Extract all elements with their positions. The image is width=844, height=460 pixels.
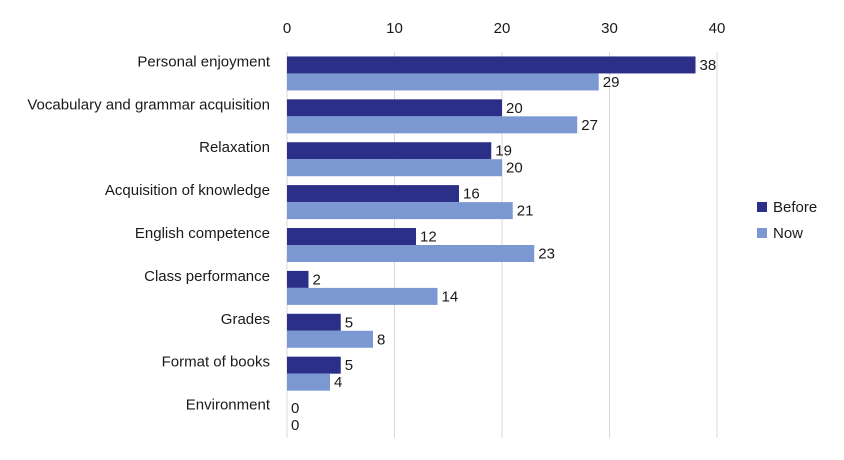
category-label: Class performance bbox=[144, 268, 270, 285]
data-label: 21 bbox=[517, 203, 534, 220]
data-label: 27 bbox=[581, 117, 598, 134]
category-label: Vocabulary and grammar acquisition bbox=[27, 96, 270, 113]
category-label: Format of books bbox=[162, 354, 270, 371]
bars bbox=[287, 56, 696, 391]
bar-before-3 bbox=[287, 185, 459, 203]
category-label: Acquisition of knowledge bbox=[105, 182, 270, 199]
x-tick-label: 10 bbox=[386, 20, 403, 37]
data-label: 2 bbox=[313, 271, 321, 288]
x-tick-label: 20 bbox=[494, 20, 511, 37]
data-label: 38 bbox=[700, 57, 717, 74]
data-label: 29 bbox=[603, 74, 620, 91]
legend-label: Before bbox=[773, 199, 817, 216]
data-label: 20 bbox=[506, 160, 523, 177]
bar-before-5 bbox=[287, 270, 309, 288]
x-tick-label: 30 bbox=[601, 20, 618, 37]
data-label: 20 bbox=[506, 100, 523, 117]
bar-now-7 bbox=[287, 373, 330, 391]
bar-now-1 bbox=[287, 116, 578, 134]
data-label: 23 bbox=[538, 246, 555, 263]
data-label: 4 bbox=[334, 374, 342, 391]
category-labels: Personal enjoyment Vocabulary and grammar… bbox=[27, 53, 270, 413]
category-label: Grades bbox=[221, 311, 270, 328]
category-label: Environment bbox=[186, 397, 271, 414]
legend: Before Now bbox=[757, 199, 817, 242]
data-label: 19 bbox=[495, 143, 512, 160]
legend-swatch-now bbox=[757, 228, 767, 238]
data-label: 0 bbox=[291, 417, 299, 434]
data-label: 5 bbox=[345, 314, 353, 331]
bar-before-2 bbox=[287, 142, 492, 160]
bar-now-5 bbox=[287, 287, 438, 305]
x-tick-label: 40 bbox=[709, 20, 726, 37]
bar-before-0 bbox=[287, 56, 696, 74]
data-label: 8 bbox=[377, 331, 385, 348]
bar-now-3 bbox=[287, 202, 513, 220]
data-label: 5 bbox=[345, 357, 353, 374]
data-label: 16 bbox=[463, 186, 480, 203]
category-label: Relaxation bbox=[199, 139, 270, 156]
category-label: Personal enjoyment bbox=[137, 53, 270, 70]
bar-before-1 bbox=[287, 99, 502, 117]
bar-now-6 bbox=[287, 330, 373, 348]
data-label: 12 bbox=[420, 229, 437, 246]
bar-now-0 bbox=[287, 73, 599, 91]
data-label: 0 bbox=[291, 400, 299, 417]
data-label: 14 bbox=[442, 288, 459, 305]
category-label: English competence bbox=[135, 225, 270, 242]
legend-label: Now bbox=[773, 225, 803, 242]
x-tick-label: 0 bbox=[283, 20, 291, 37]
x-axis-ticks: 0 10 20 30 40 bbox=[283, 20, 726, 37]
bar-before-6 bbox=[287, 313, 341, 331]
bar-now-4 bbox=[287, 245, 535, 262]
bar-now-2 bbox=[287, 159, 502, 177]
bar-before-7 bbox=[287, 356, 341, 374]
legend-swatch-before bbox=[757, 202, 767, 212]
bar-before-4 bbox=[287, 228, 416, 245]
